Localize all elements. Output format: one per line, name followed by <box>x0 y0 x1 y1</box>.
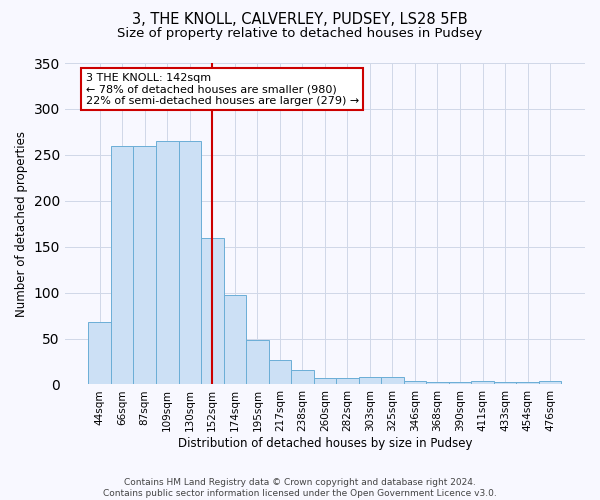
Bar <box>449 382 471 384</box>
Bar <box>539 381 562 384</box>
Bar <box>291 370 314 384</box>
Bar <box>224 296 246 384</box>
Bar <box>201 238 224 384</box>
Text: 3, THE KNOLL, CALVERLEY, PUDSEY, LS28 5FB: 3, THE KNOLL, CALVERLEY, PUDSEY, LS28 5F… <box>132 12 468 28</box>
Bar <box>517 382 539 384</box>
Bar <box>133 146 156 384</box>
Bar <box>404 381 426 384</box>
Y-axis label: Number of detached properties: Number of detached properties <box>15 130 28 316</box>
Bar <box>336 378 359 384</box>
Bar <box>269 360 291 384</box>
Text: Contains HM Land Registry data © Crown copyright and database right 2024.
Contai: Contains HM Land Registry data © Crown c… <box>103 478 497 498</box>
Bar <box>314 378 336 384</box>
Bar <box>246 340 269 384</box>
Bar <box>156 141 179 384</box>
Bar <box>426 382 449 384</box>
Text: Size of property relative to detached houses in Pudsey: Size of property relative to detached ho… <box>118 28 482 40</box>
Text: 3 THE KNOLL: 142sqm
← 78% of detached houses are smaller (980)
22% of semi-detac: 3 THE KNOLL: 142sqm ← 78% of detached ho… <box>86 72 359 106</box>
Bar <box>381 377 404 384</box>
X-axis label: Distribution of detached houses by size in Pudsey: Distribution of detached houses by size … <box>178 437 472 450</box>
Bar <box>88 322 111 384</box>
Bar <box>111 146 133 384</box>
Bar <box>471 381 494 384</box>
Bar <box>179 141 201 384</box>
Bar <box>359 377 381 384</box>
Bar <box>494 382 517 384</box>
